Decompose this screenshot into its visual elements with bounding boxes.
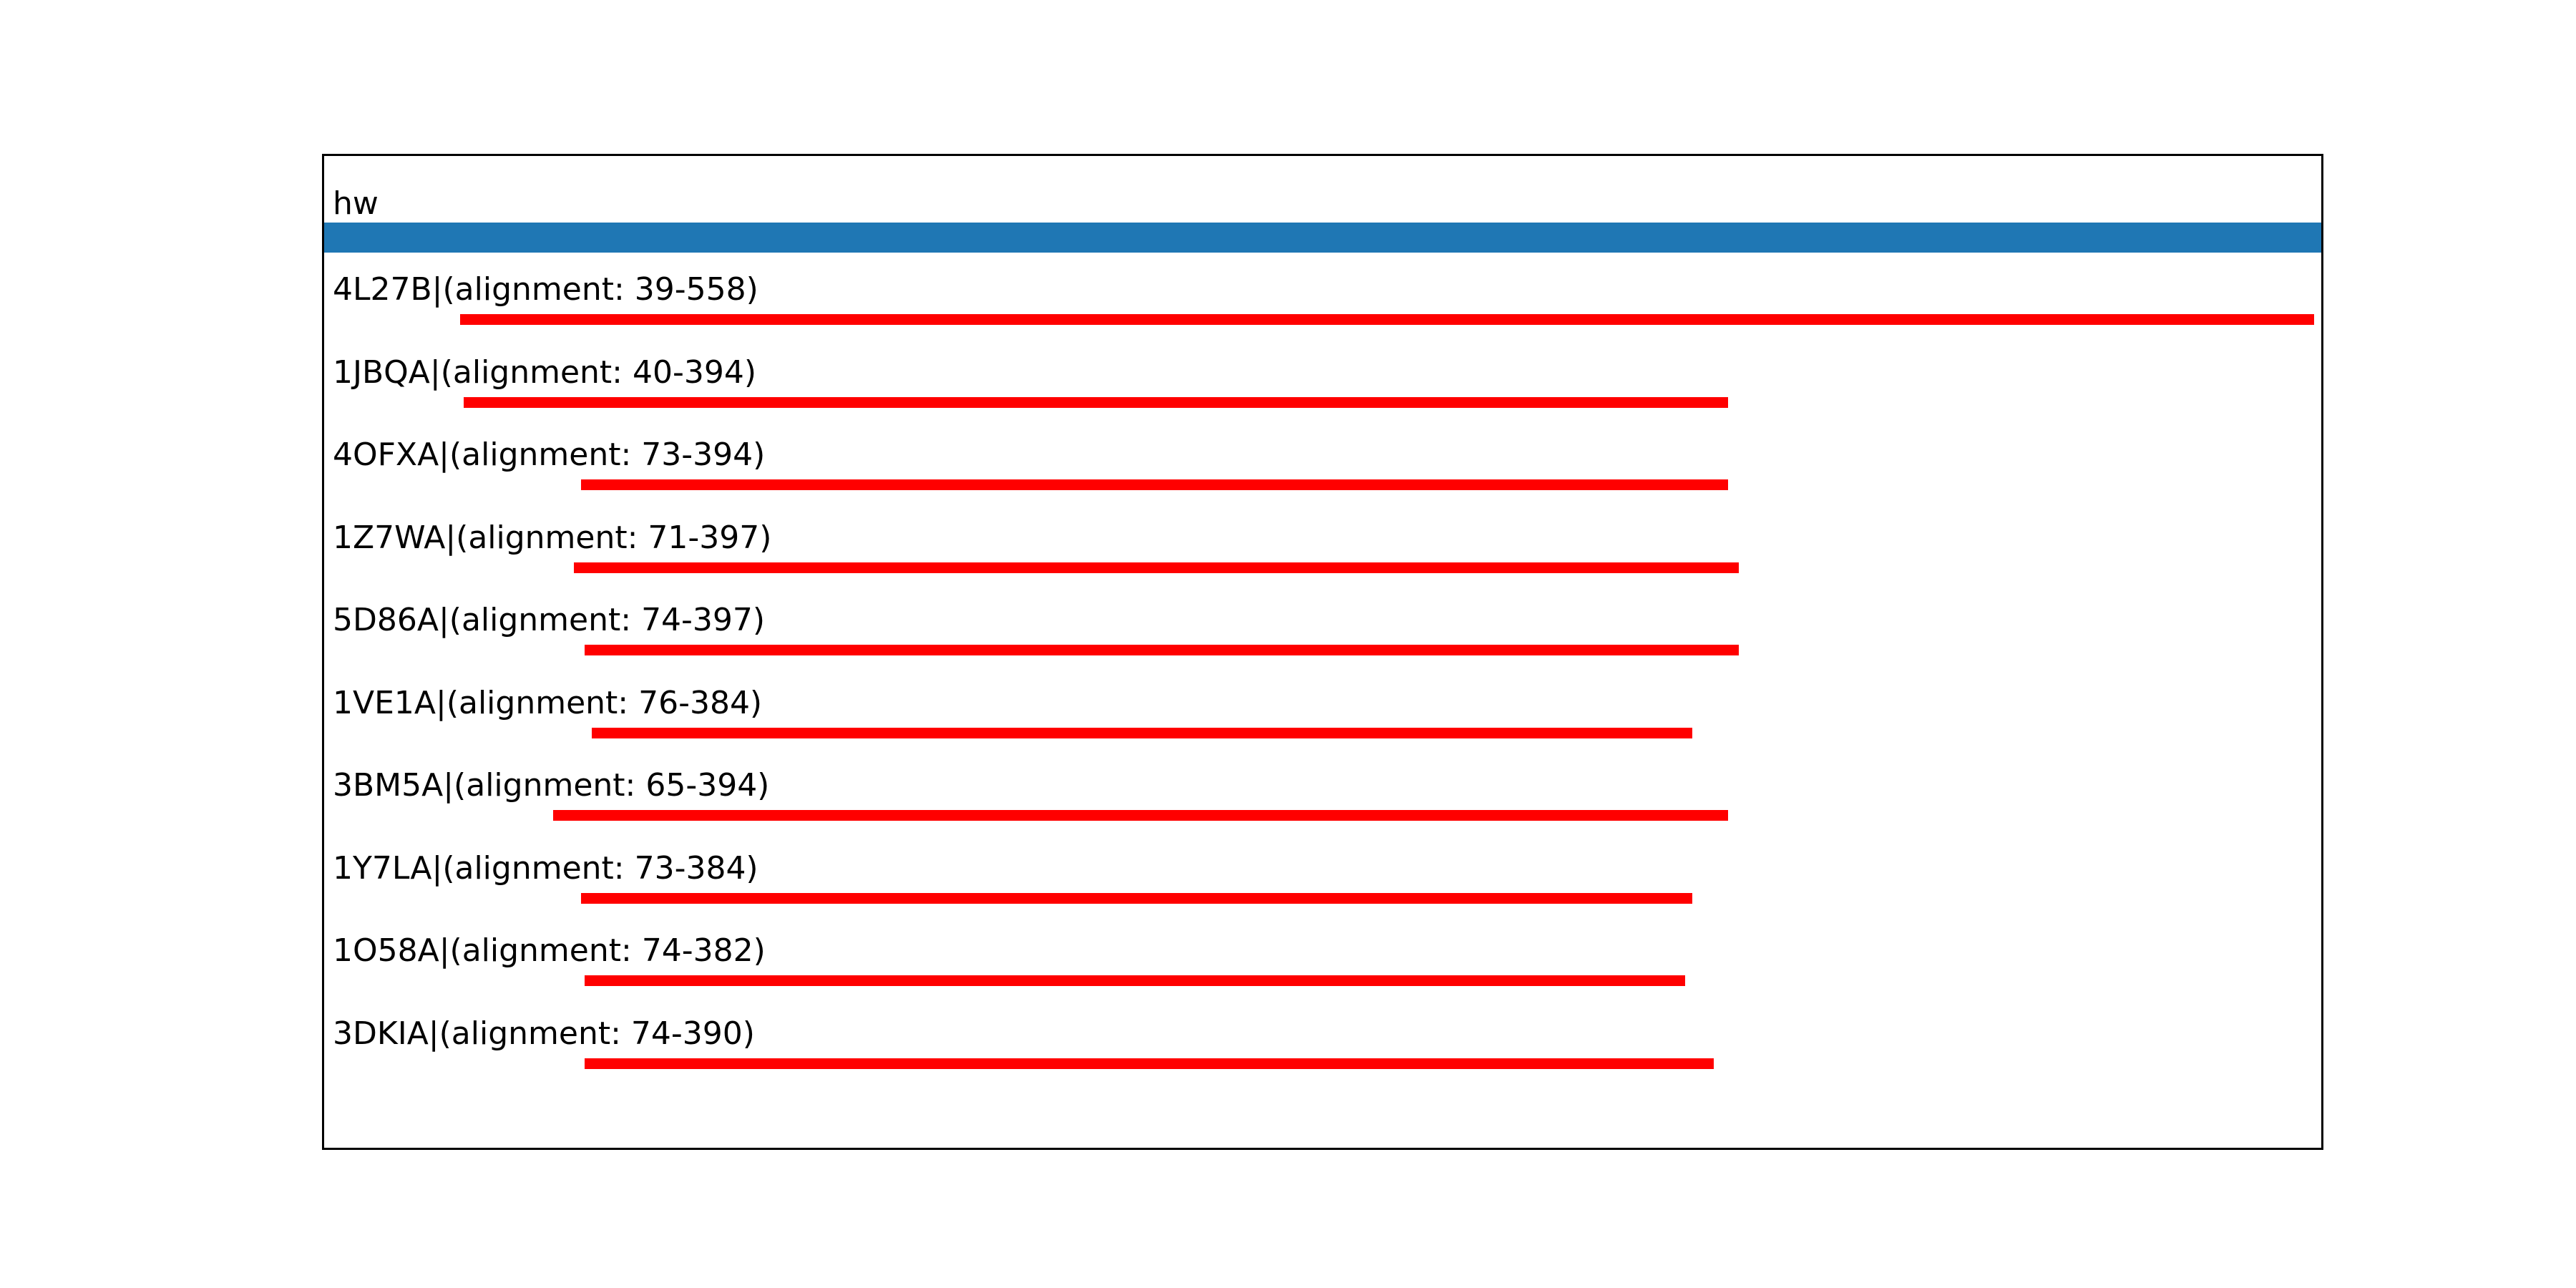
hit-alignment-bar bbox=[463, 396, 1729, 408]
hit-label: 1Z7WA|(alignment: 71-397) bbox=[333, 519, 772, 556]
hit-label: 3BM5A|(alignment: 65-394) bbox=[333, 767, 770, 804]
hit-row: 1VE1A|(alignment: 76-384) bbox=[324, 685, 2321, 768]
hit-alignment-bar bbox=[585, 975, 1686, 986]
query-bar bbox=[324, 223, 2321, 253]
hit-row: 1O58A|(alignment: 74-382) bbox=[324, 932, 2321, 1015]
plot-border-box: hw 4L27B|(alignment: 39-558) 1JBQA|(align… bbox=[322, 154, 2323, 1150]
hit-alignment-bar bbox=[585, 1058, 1714, 1069]
hit-label: 4OFXA|(alignment: 73-394) bbox=[333, 436, 766, 473]
hit-label: 5D86A|(alignment: 74-397) bbox=[333, 602, 766, 638]
hit-row: 4OFXA|(alignment: 73-394) bbox=[324, 436, 2321, 519]
hit-row: 4L27B|(alignment: 39-558) bbox=[324, 271, 2321, 354]
hit-label: 1VE1A|(alignment: 76-384) bbox=[333, 684, 763, 721]
hit-label: 1JBQA|(alignment: 40-394) bbox=[333, 353, 757, 391]
hit-row: 5D86A|(alignment: 74-397) bbox=[324, 602, 2321, 685]
hit-row: 3DKIA|(alignment: 74-390) bbox=[324, 1015, 2321, 1098]
hit-alignment-bar bbox=[552, 810, 1729, 821]
hit-alignment-bar bbox=[581, 892, 1693, 904]
hit-alignment-bar bbox=[574, 562, 1740, 573]
query-label: hw bbox=[333, 185, 379, 222]
hit-alignment-bar bbox=[459, 314, 2314, 325]
hit-row: 1Z7WA|(alignment: 71-397) bbox=[324, 519, 2321, 602]
hit-alignment-bar bbox=[585, 645, 1740, 655]
hit-alignment-bar bbox=[581, 479, 1729, 490]
hit-row: 3BM5A|(alignment: 65-394) bbox=[324, 767, 2321, 850]
hit-label: 1Y7LA|(alignment: 73-384) bbox=[333, 849, 758, 887]
hit-label: 1O58A|(alignment: 74-382) bbox=[333, 932, 766, 969]
hit-alignment-bar bbox=[592, 727, 1693, 738]
hit-label: 3DKIA|(alignment: 74-390) bbox=[333, 1015, 755, 1052]
hit-label: 4L27B|(alignment: 39-558) bbox=[333, 271, 758, 308]
hit-row: 1JBQA|(alignment: 40-394) bbox=[324, 354, 2321, 437]
hit-row: 1Y7LA|(alignment: 73-384) bbox=[324, 850, 2321, 933]
